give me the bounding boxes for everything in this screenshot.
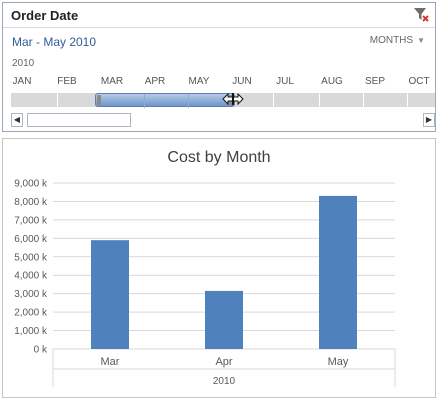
y-tick-label: 9,000 k (14, 179, 48, 190)
chart-plot: 0 k 1,000 k 2,000 k 3,000 k 4,000 k 5,000 k 6,… (14, 179, 396, 387)
y-tick-label: 4,000 k (14, 271, 48, 282)
cost-chart: Cost by Month 0 k 1,000 k 2,000 k 3,000 k 4,… (2, 138, 436, 398)
time-level-label: MONTHS (369, 35, 414, 46)
timeline-selection[interactable] (95, 93, 235, 108)
timeline-divider (144, 94, 145, 108)
timeline-scrollbar[interactable]: ◀ ▶ (11, 113, 435, 127)
y-tick-label: 1,000 k (14, 326, 48, 337)
y-tick-label: 2,000 k (14, 308, 48, 319)
month-label-may[interactable]: MAY (188, 76, 210, 87)
selected-range-label: Mar - May 2010 (12, 35, 97, 49)
x-tick-label: May (328, 356, 349, 368)
month-label-jan[interactable]: JAN (12, 76, 32, 87)
timeline-divider (188, 94, 189, 108)
y-tick-label: 7,000 k (14, 215, 48, 226)
timeline-divider (273, 93, 274, 107)
month-label-feb[interactable]: FEB (57, 76, 77, 87)
year-label: 2010 (12, 58, 35, 69)
month-label-jun[interactable]: JUN (232, 76, 252, 87)
y-tick-label: 3,000 k (14, 289, 48, 300)
bar-may (319, 195, 357, 349)
timeline-divider (319, 93, 320, 107)
timeline-divider (363, 93, 364, 107)
y-tick-label: 8,000 k (14, 197, 48, 208)
scroll-thumb[interactable] (27, 113, 131, 127)
timeline-bar[interactable] (11, 93, 435, 108)
x-tick-label: Apr (215, 356, 232, 368)
chevron-down-icon: ▼ (417, 36, 425, 45)
month-label-mar[interactable]: MAR (100, 76, 124, 87)
selection-left-handle[interactable] (97, 95, 101, 105)
month-label-aug[interactable]: AUG (321, 76, 343, 87)
chart-title: Cost by Month (167, 149, 271, 166)
bar-mar (91, 240, 129, 349)
month-label-jul[interactable]: JUL (276, 76, 294, 87)
funnel-clear-icon[interactable] (412, 6, 430, 24)
scroll-left-button[interactable]: ◀ (11, 113, 23, 127)
month-label-oct[interactable]: OCT (408, 76, 430, 87)
time-level-dropdown[interactable]: MONTHS ▼ (370, 35, 425, 46)
order-date-slicer: Order Date Mar - May 2010 MONTHS ▼ 2010 J… (2, 2, 436, 132)
scroll-right-button[interactable]: ▶ (423, 113, 435, 127)
month-label-apr[interactable]: APR (144, 76, 166, 87)
slicer-header: Order Date (3, 3, 435, 28)
y-tick-label: 6,000 k (14, 234, 48, 245)
group-label: 2010 (213, 376, 236, 387)
timeline-divider (57, 93, 58, 107)
month-labels: JAN FEB MAR APR MAY JUN JUL AUG SEP OCT (11, 76, 431, 90)
x-tick-label: Mar (101, 356, 120, 368)
slicer-title: Order Date (11, 8, 79, 23)
month-label-sep[interactable]: SEP (364, 76, 385, 87)
resize-horizontal-icon (221, 91, 245, 107)
timeline-divider (407, 93, 408, 107)
y-tick-label: 0 k (34, 345, 48, 356)
y-tick-label: 5,000 k (14, 252, 48, 263)
bar-apr (205, 290, 243, 349)
